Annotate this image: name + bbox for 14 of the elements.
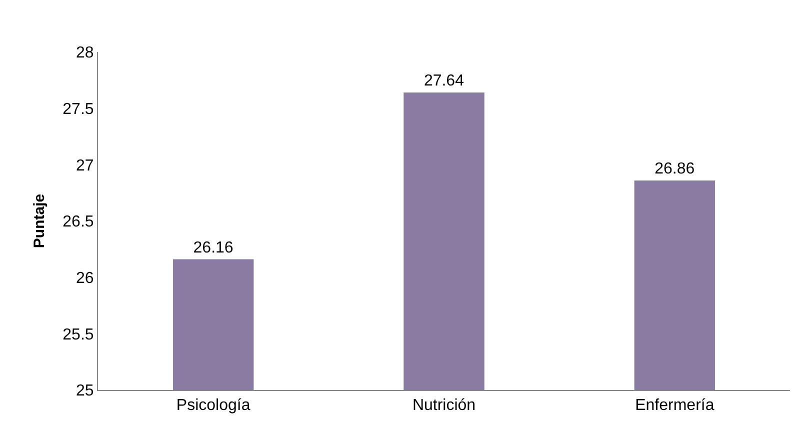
y-tick-label: 28 — [76, 44, 94, 62]
x-tick-label: Enfermería — [635, 397, 714, 414]
x-tick-label: Psicología — [176, 397, 250, 414]
y-tick-label: 27.5 — [62, 100, 94, 118]
x-tick-label: Nutrición — [412, 397, 476, 414]
y-tick-label: 27 — [76, 157, 94, 174]
data-label: 26.16 — [193, 239, 234, 256]
y-tick-label: 26 — [76, 270, 94, 287]
y-axis-title: Puntaje — [30, 194, 48, 248]
y-tick-label: 25.5 — [62, 326, 94, 344]
y-tick-label: 25 — [76, 382, 94, 400]
data-label: 27.64 — [424, 72, 464, 90]
data-label: 26.86 — [654, 160, 695, 178]
y-tick-label: 26.5 — [62, 214, 94, 231]
